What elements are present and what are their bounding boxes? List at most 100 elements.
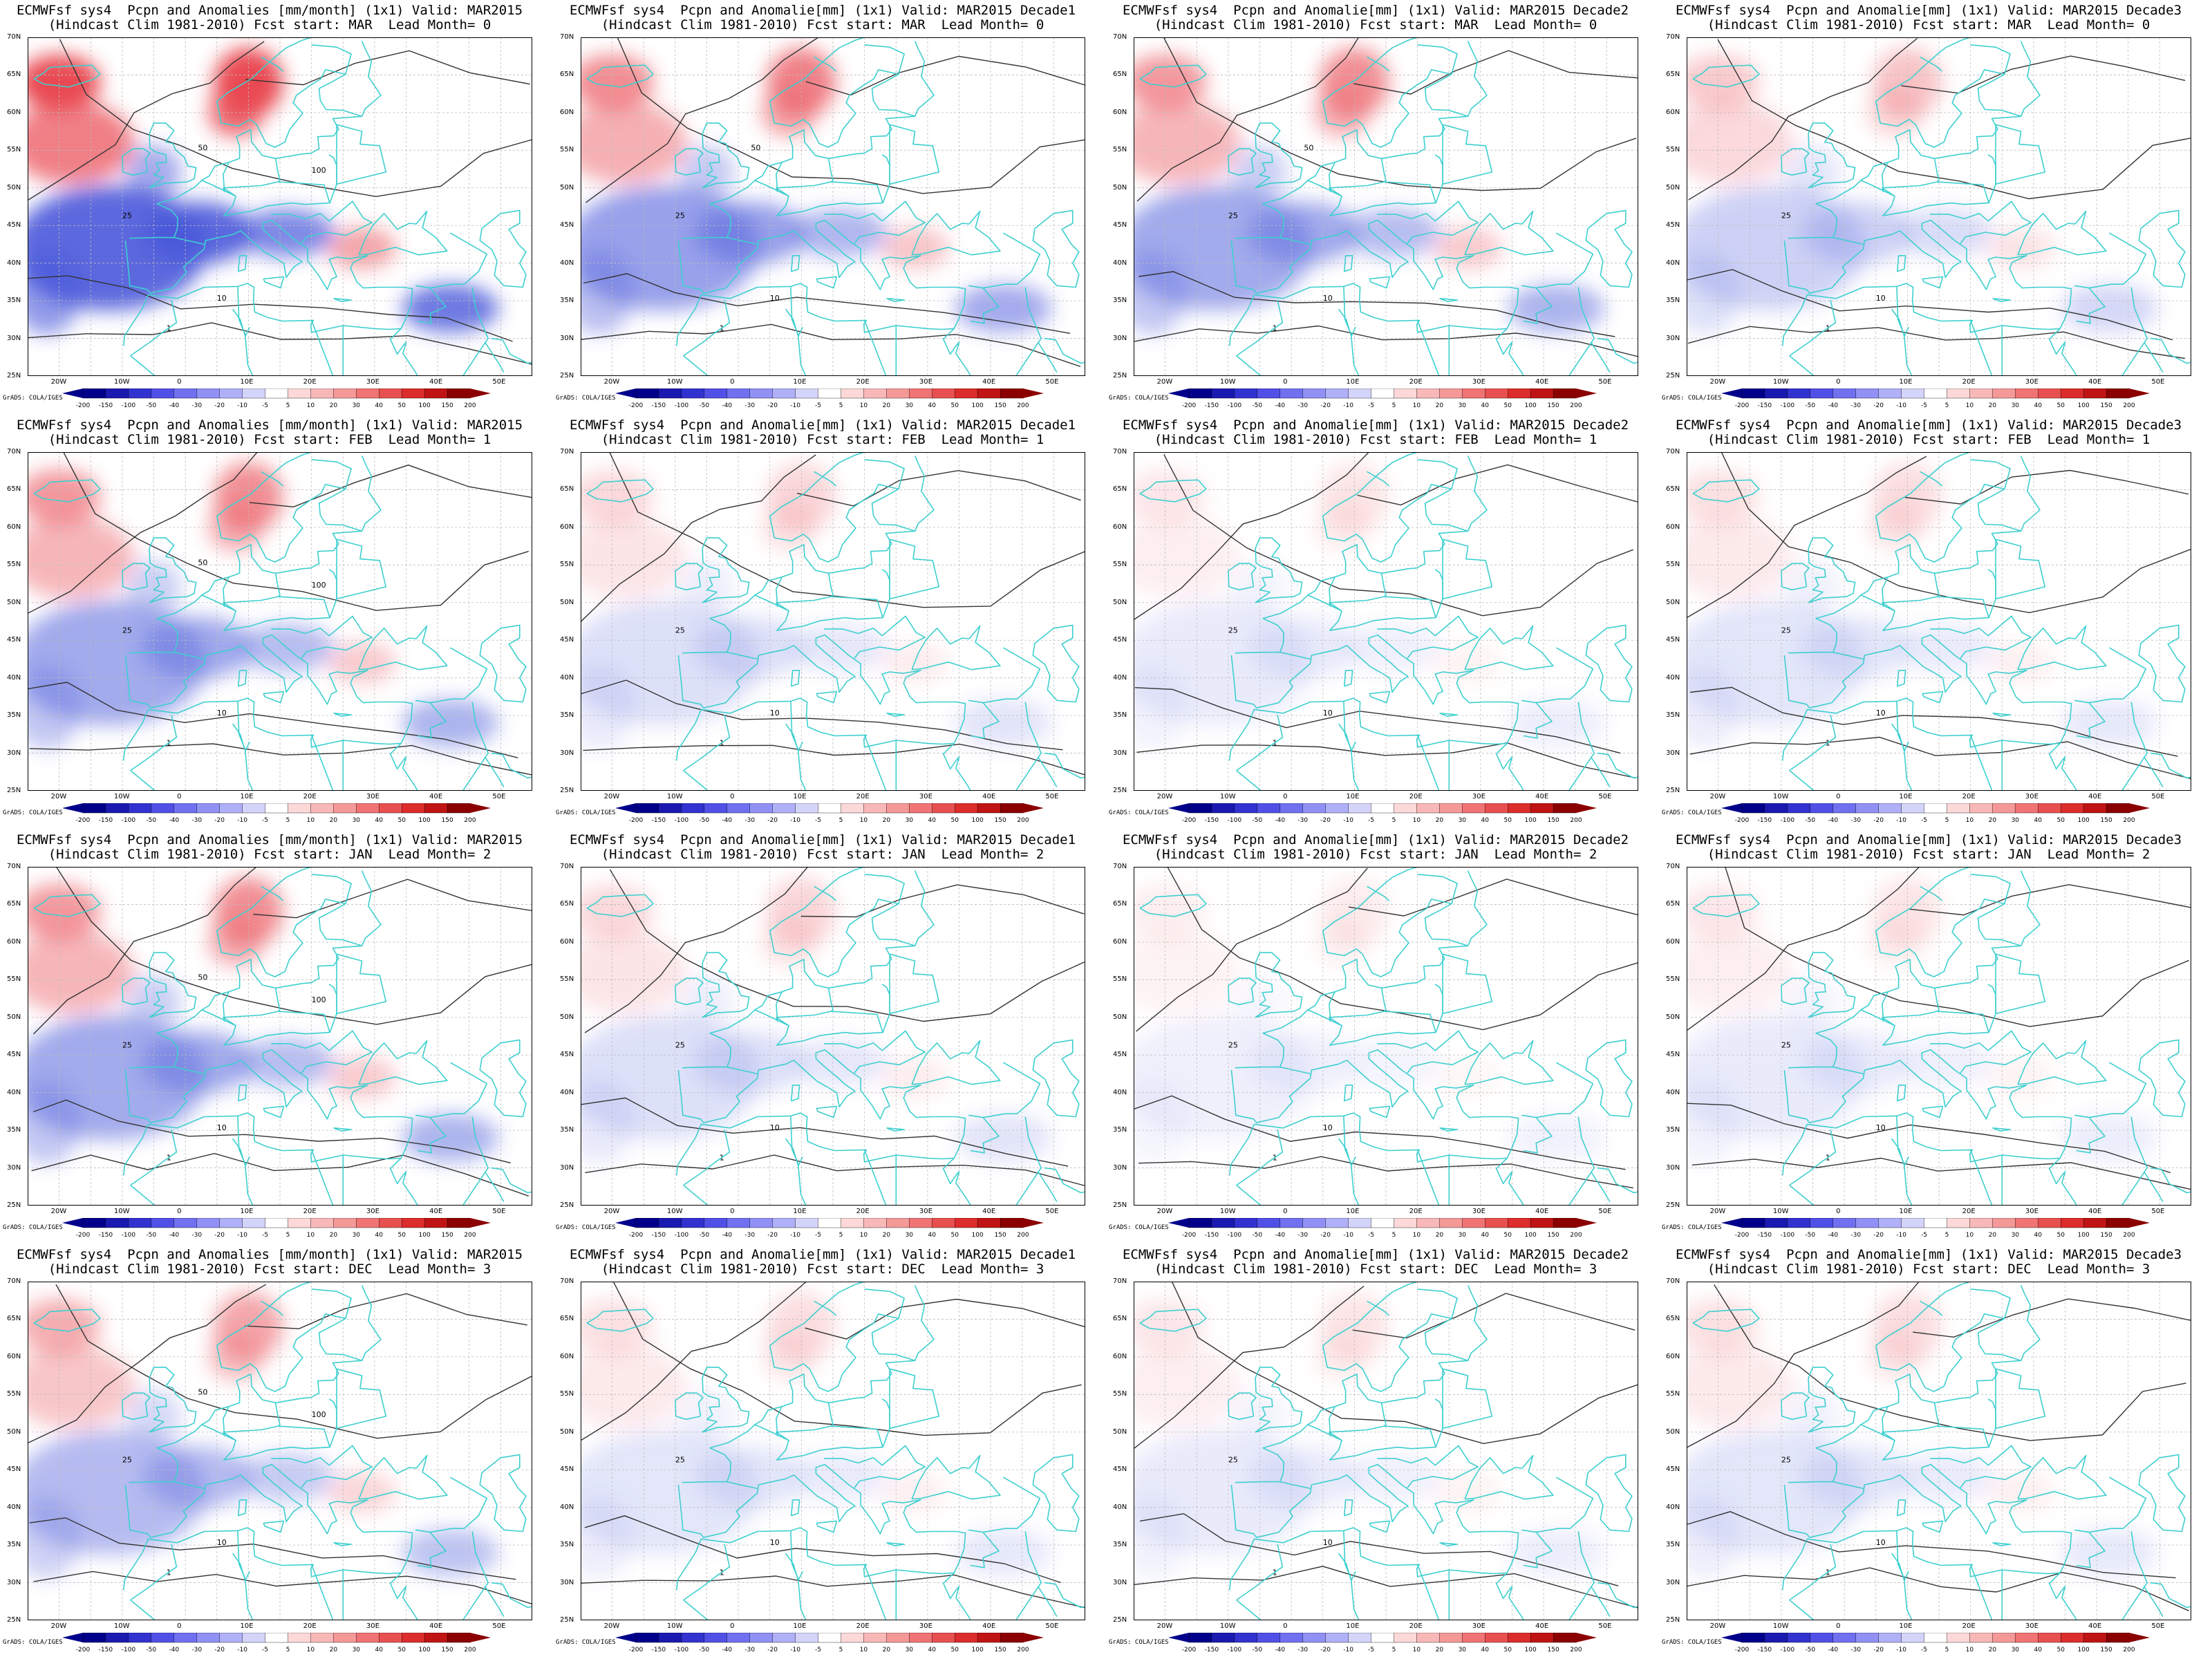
coastline — [1904, 741, 1913, 791]
coastline — [1692, 479, 1760, 503]
longitude-tick-label: 20W — [1709, 1208, 1726, 1215]
latitude-tick-label: 60N — [7, 523, 21, 531]
colorbar-tick-label: -10 — [237, 1647, 247, 1653]
colorbar-arrow-right — [1576, 1633, 1597, 1642]
longitude-tick-label: 0 — [177, 1622, 182, 1630]
longitude-tick-label: 20W — [1709, 1622, 1726, 1630]
anomaly-shading — [1134, 877, 1605, 1165]
latitude-tick-label: 55N — [7, 561, 21, 569]
map-frame — [1134, 37, 1638, 376]
coastline — [1044, 1167, 1085, 1194]
colorbar-tick-label: -50 — [699, 1232, 709, 1239]
wet-anomaly-region — [581, 516, 687, 599]
coastline — [1032, 624, 1080, 703]
colorbar-swatch — [1325, 1218, 1349, 1228]
coastline — [245, 326, 254, 376]
coastline — [1416, 320, 1440, 376]
contour-line — [1721, 452, 2191, 614]
colorbar-tick-label: -10 — [1343, 402, 1353, 409]
colorbar-swatch — [727, 803, 751, 814]
coastlines-and-borders — [1139, 452, 1638, 791]
coastline — [1351, 326, 1360, 376]
colorbar-arrow-left — [1721, 1633, 1742, 1642]
coastline — [1788, 1282, 2022, 1483]
colorbar-arrow-right — [2129, 1218, 2150, 1228]
colorbar-swatch — [1000, 1633, 1024, 1643]
coastline — [683, 714, 731, 771]
coastline — [881, 154, 890, 203]
coastline — [1495, 1572, 1525, 1620]
coastline — [1255, 952, 1303, 1018]
colorbar-tick-label: -5 — [1368, 817, 1374, 824]
coastline — [682, 867, 916, 1069]
coastline — [886, 1542, 905, 1546]
coastline — [2121, 1116, 2148, 1206]
coastline — [1015, 702, 1042, 791]
colorbar-tick-label: 100 — [2078, 402, 2090, 409]
forecast-map-panel: ECMWFsf sys4 Pcpn and Anomalies [mm/mont… — [0, 0, 553, 415]
longitude-tick-label: 10W — [1772, 1208, 1789, 1215]
coastline — [1464, 1454, 1554, 1500]
longitude-tick-label: 40E — [429, 793, 443, 800]
coastline — [968, 1062, 1041, 1118]
contour-label: 10 — [1323, 1123, 1333, 1132]
coastline — [245, 741, 254, 791]
colorbar-tick-label: 5 — [286, 817, 290, 824]
contour-line — [1687, 326, 2186, 359]
coastline — [1781, 977, 1810, 1006]
longitude-tick-label: 0 — [177, 793, 182, 800]
latitude-tick-label: 35N — [1666, 711, 1680, 720]
colorbar-tick-label: -5 — [1921, 402, 1927, 409]
contour-label: 100 — [312, 581, 326, 590]
colorbar-arrow-right — [1023, 388, 1044, 398]
latitude-tick-label: 70N — [1113, 448, 1127, 456]
coastline — [491, 337, 532, 364]
coastline — [754, 180, 789, 197]
colorbar: -200 -150 -100 -50 -40 -30 -20 -10 -5 5 10 20 30 40 50… — [1168, 803, 1597, 824]
colorbar-swatch — [1188, 1218, 1212, 1228]
contour-line — [33, 867, 258, 1035]
panel-title-line-2: (Hindcast Clim 1981-2010) Fcst start: JA… — [1154, 847, 1597, 862]
colorbar-arrow-right — [1576, 1218, 1597, 1228]
latitude-tick-label: 25N — [7, 372, 21, 379]
dry-anomaly-region — [1801, 1446, 1913, 1509]
coastline — [491, 1582, 532, 1609]
forecast-map-panel: ECMWFsf sys4 Pcpn and Anomalie[mm] (1x1)… — [1106, 830, 1659, 1244]
latitude-tick-label: 60N — [1666, 1352, 1680, 1360]
colorbar-swatch — [1878, 1218, 1902, 1228]
contour-label: 100 — [312, 166, 326, 175]
colorbar-swatch — [681, 803, 705, 814]
colorbar-swatch — [1969, 1633, 1993, 1643]
colorbar-swatch — [2083, 1218, 2107, 1228]
contour-label: 25 — [122, 1455, 132, 1464]
latitude-tick-label: 50N — [7, 1427, 21, 1436]
coastline — [776, 577, 782, 607]
coastline — [122, 219, 413, 346]
colorbar-swatch — [424, 1633, 448, 1643]
coastline — [968, 232, 1041, 289]
colorbar: -200 -150 -100 -50 -40 -30 -20 -10 -5 5 10 20 30 40 50… — [615, 1218, 1044, 1239]
coastline — [201, 180, 236, 197]
coastline — [1860, 594, 1895, 612]
colorbar-tick-label: 30 — [906, 817, 914, 824]
coastline — [942, 328, 972, 376]
wet-anomaly-region — [28, 1345, 134, 1429]
colorbar-swatch — [955, 1218, 978, 1228]
dry-anomaly-region — [1785, 1389, 1841, 1445]
latitude-tick-label: 25N — [1666, 372, 1680, 379]
longitude-tick-label: 10W — [113, 1208, 130, 1215]
colorbar-swatch — [1878, 803, 1902, 814]
graticule — [1687, 1282, 2191, 1620]
contour-line — [1136, 37, 1360, 202]
coastline — [491, 1167, 532, 1194]
colorbar-swatch — [658, 803, 682, 814]
colorbar-swatch — [1992, 388, 2016, 399]
colorbar-arrow-right — [470, 1218, 491, 1228]
climatology-contours — [581, 452, 1085, 776]
colorbar-swatch — [219, 1218, 243, 1228]
coastline — [1590, 756, 1611, 788]
colorbar-swatch — [1741, 803, 1765, 814]
colorbar-swatch — [1462, 388, 1485, 399]
coastline — [1495, 328, 1525, 376]
